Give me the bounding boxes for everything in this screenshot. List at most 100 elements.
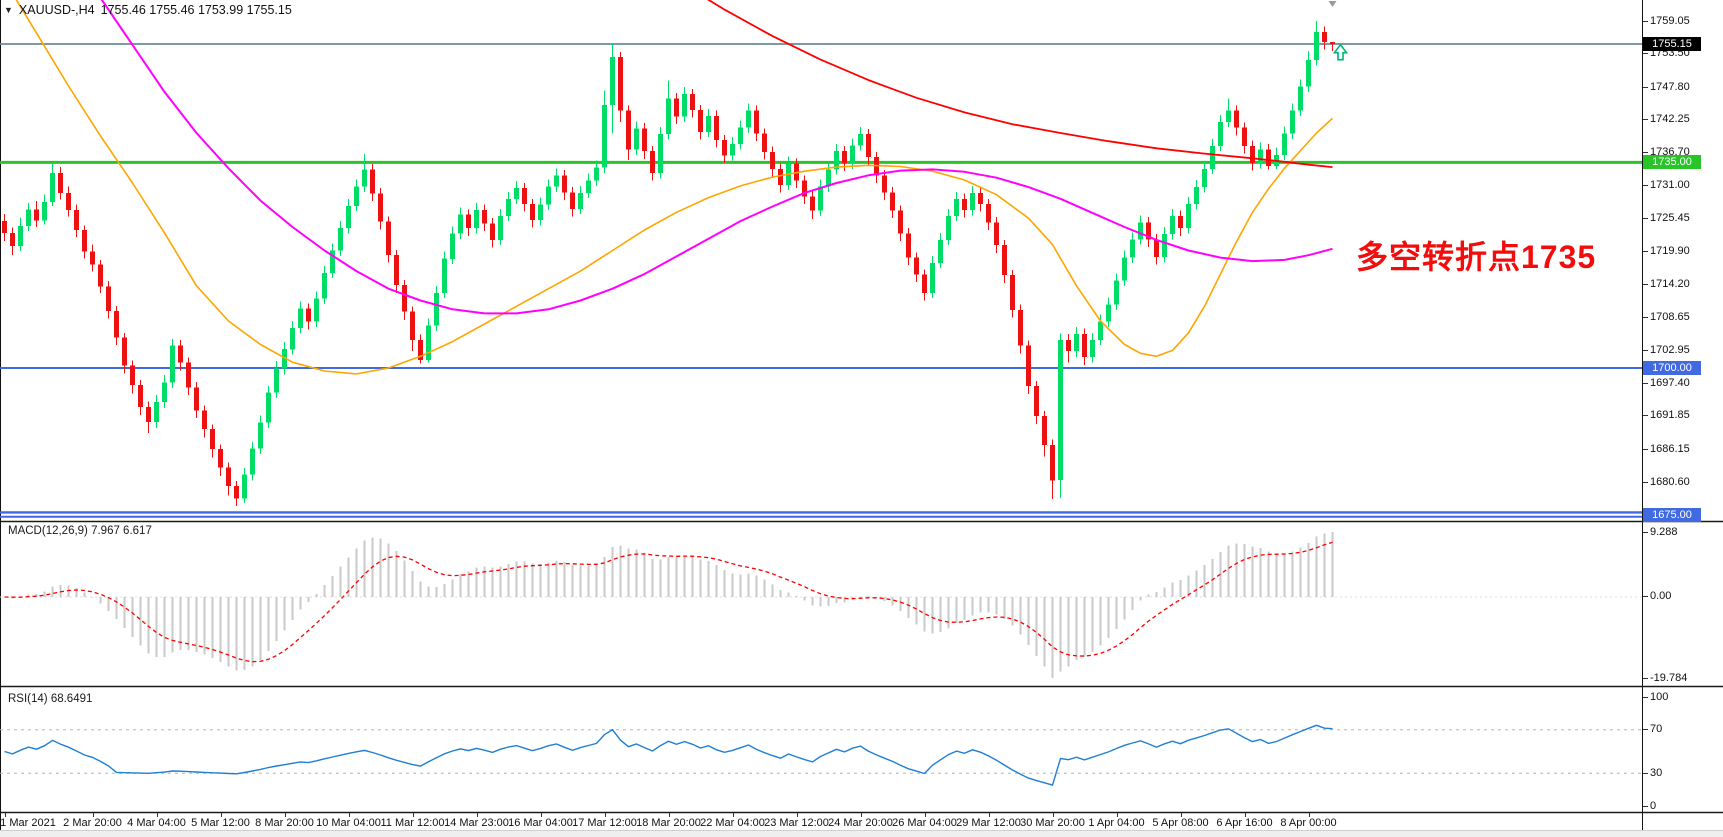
price-tick-label: 1691.85 [1650, 409, 1690, 422]
time-tick-mark [4, 813, 6, 817]
price-tick-mark [1643, 53, 1648, 55]
rsi-indicator-label: RSI(14) 68.6491 [8, 693, 93, 705]
price-tick-label: 1725.45 [1650, 212, 1690, 224]
price-tick-mark [1643, 448, 1648, 450]
time-tick-mark [732, 813, 734, 817]
chart-annotation-text[interactable]: 多空转折点1735 [1356, 239, 1597, 275]
rsi-tick-mark [1643, 696, 1648, 698]
time-tick-label: 5 Mar 12:00 [191, 817, 250, 829]
ma-magenta-mid [100, 0, 1333, 315]
rsi-axis-label: 100 [1650, 690, 1669, 703]
macd-tick-mark [1643, 531, 1648, 533]
time-tick-mark [92, 813, 94, 817]
time-tick-mark [540, 813, 542, 817]
time-tick-mark [796, 813, 798, 817]
collapse-arrow-icon[interactable]: ▼ [4, 5, 13, 15]
time-tick-label: 11 Mar 12:00 [380, 817, 445, 829]
macd-signal-line [4, 541, 1333, 663]
price-tick-label: 1702.95 [1650, 344, 1690, 357]
macd-tick-mark [1643, 677, 1648, 679]
macd-histogram [11, 532, 1334, 678]
rsi-tick-mark [1643, 772, 1648, 774]
price-tick-mark [1643, 382, 1648, 384]
bid-price-tag[interactable]: 1755.15 [1643, 37, 1701, 51]
price-tick-label: 1736.70 [1650, 145, 1690, 158]
chart-shift-marker-icon[interactable] [1328, 1, 1337, 7]
time-tick-mark [476, 813, 478, 817]
time-tick-mark [988, 813, 990, 817]
time-tick-label: 18 Mar 20:00 [636, 817, 701, 829]
time-tick-label: 1 Apr 04:00 [1088, 817, 1145, 829]
macd-axis-label: 9.288 [1650, 525, 1678, 538]
time-tick-mark [348, 813, 350, 817]
price-tick-label: 1708.65 [1650, 310, 1690, 323]
price-tick-label: 1742.25 [1650, 113, 1690, 126]
buy-arrow-icon[interactable] [1332, 43, 1349, 61]
price-tick-label: 1680.60 [1650, 475, 1690, 488]
price-tick-label: 1714.20 [1650, 278, 1690, 291]
price-tick-label: 1697.40 [1650, 376, 1690, 389]
candlestick-series [2, 21, 1335, 507]
horizontal-lines[interactable] [0, 43, 1642, 518]
time-tick-mark [220, 813, 222, 817]
rsi-tick-mark [1643, 729, 1648, 731]
price-tick-mark [1643, 350, 1648, 352]
symbol-name: XAUUSD-,H4 [18, 3, 95, 17]
time-tick-label: 24 Mar 20:00 [828, 817, 893, 829]
time-tick-label: 29 Mar 12:00 [956, 817, 1021, 829]
rsi-line [4, 724, 1333, 786]
price-tick-mark [1643, 415, 1648, 417]
rsi-axis-label: 30 [1650, 766, 1663, 779]
time-tick-label: 22 Mar 04:00 [700, 817, 765, 829]
price-tick-mark [1643, 86, 1648, 88]
price-tick-label: 1686.15 [1650, 442, 1690, 455]
rsi-axis-label: 70 [1650, 723, 1663, 736]
hline-price-tag[interactable]: 1675.00 [1643, 507, 1701, 522]
price-tick-label: 1747.80 [1650, 80, 1690, 93]
time-tick-mark [1244, 813, 1246, 817]
time-tick-label: 23 Mar 12:00 [764, 817, 829, 829]
time-tick-label: 1 Mar 2021 [0, 817, 56, 829]
price-tick-mark [1643, 185, 1648, 187]
price-tick-mark [1643, 218, 1648, 219]
rsi-tick-mark [1643, 805, 1648, 807]
time-tick-label: 6 Apr 16:00 [1216, 817, 1273, 829]
window-bottom-strip [0, 830, 1723, 837]
ma-red-slow [707, 0, 1333, 168]
price-tick-mark [1643, 481, 1648, 483]
time-tick-label: 4 Mar 04:00 [127, 817, 186, 829]
time-tick-label: 5 Apr 08:00 [1152, 817, 1209, 829]
ohlc-values: 1755.46 1755.46 1753.99 1755.15 [100, 3, 292, 17]
time-tick-label: 8 Mar 20:00 [255, 817, 314, 829]
time-tick-mark [156, 813, 158, 817]
macd-indicator-label: MACD(12,26,9) 7.967 6.617 [8, 525, 152, 537]
symbol-ohlc-label: ▼ XAUUSD-,H4 1755.46 1755.46 1753.99 175… [4, 3, 292, 17]
ma-orange-fast [15, 0, 1334, 375]
time-tick-label: 10 Mar 04:00 [316, 817, 381, 829]
time-tick-mark [284, 813, 286, 817]
time-tick-mark [604, 813, 606, 817]
time-tick-label: 17 Mar 12:00 [572, 817, 637, 829]
price-tick-label: 1759.05 [1650, 14, 1690, 27]
hline-price-tag[interactable]: 1735.00 [1643, 155, 1701, 170]
time-tick-label: 30 Mar 20:00 [1020, 817, 1085, 829]
price-tick-mark [1643, 151, 1648, 153]
time-tick-mark [1052, 813, 1054, 817]
price-tick-mark [1643, 250, 1648, 252]
time-tick-mark [668, 813, 670, 817]
moving-average-lines [15, 0, 1334, 375]
time-tick-mark [412, 813, 414, 817]
time-tick-label: 8 Apr 00:00 [1280, 817, 1337, 829]
time-tick-mark [1116, 813, 1118, 817]
macd-tick-mark [1643, 596, 1648, 598]
price-tick-mark [1643, 316, 1648, 318]
time-tick-label: 26 Mar 04:00 [892, 817, 957, 829]
price-tick-mark [1643, 20, 1648, 22]
hline-price-tag[interactable]: 1700.00 [1643, 361, 1701, 376]
time-tick-label: 16 Mar 04:00 [508, 817, 573, 829]
time-tick-mark [860, 813, 862, 817]
price-tick-mark [1643, 119, 1648, 121]
